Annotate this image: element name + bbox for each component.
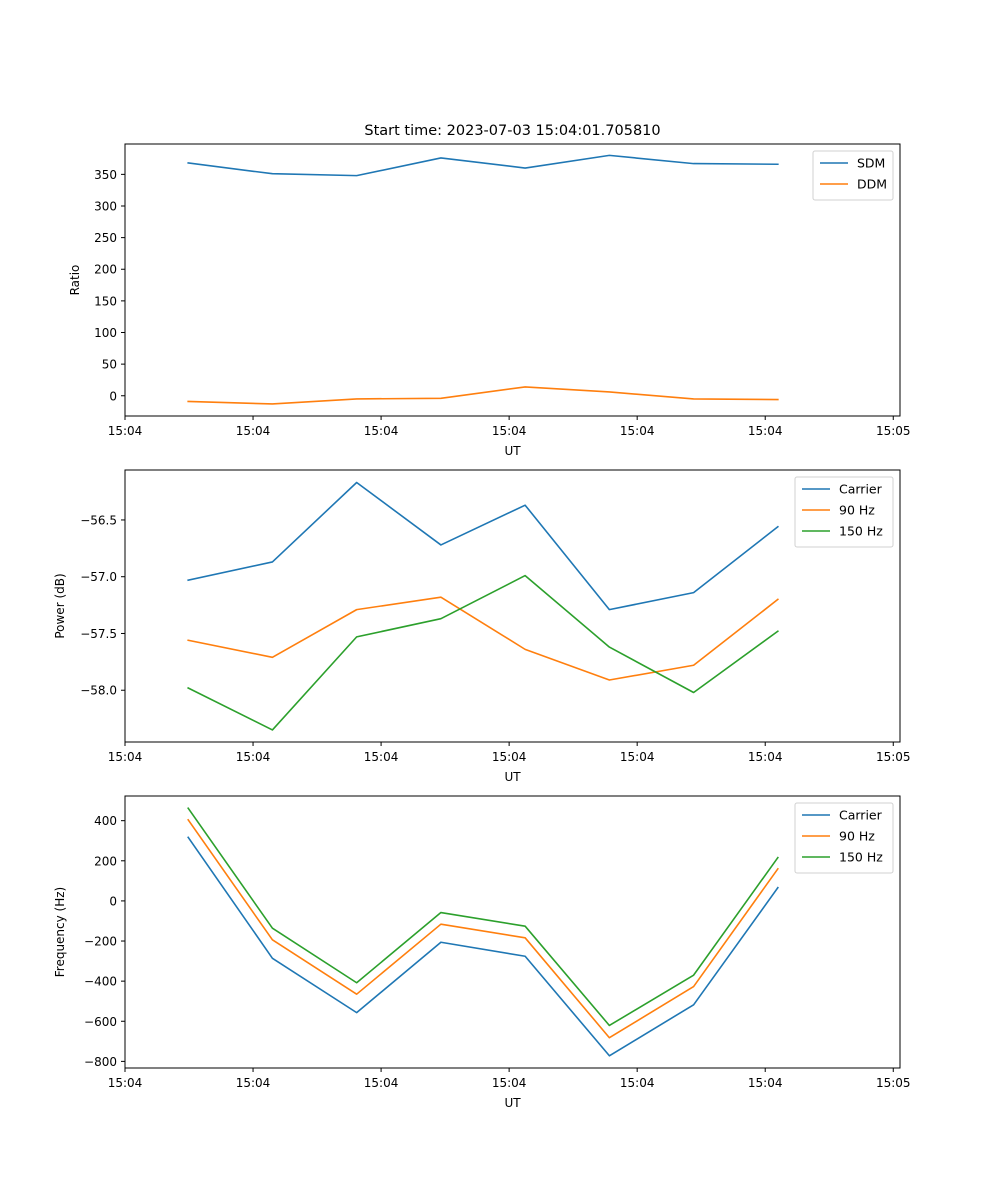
y-tick-label: 100	[94, 326, 117, 340]
x-tick-label: 15:04	[108, 1076, 143, 1090]
y-tick-label: −58.0	[80, 684, 117, 698]
x-axis-label: UT	[504, 1096, 521, 1110]
x-tick-label: 15:05	[876, 424, 911, 438]
y-tick-label: −57.0	[80, 570, 117, 584]
x-tick-label: 15:04	[492, 424, 527, 438]
y-tick-label: 350	[94, 168, 117, 182]
chart-panel-2: 15:04 15:04 15:04 15:04 15:04 15:04 15:05 −58.0…	[53, 469, 911, 784]
y-axis-label: Power (dB)	[53, 573, 67, 638]
x-tick-label: 15:04	[364, 424, 399, 438]
y-tick-label: −57.5	[80, 627, 117, 641]
chart-panel-3: 15:04 15:04 15:04 15:04 15:04 15:04 15:05 −800 −…	[53, 795, 911, 1110]
series-line-90-hz	[187, 596, 779, 681]
y-tick-label: −800	[84, 1055, 117, 1069]
legend-label-150-hz: 150 Hz	[839, 850, 883, 865]
y-tick-label: −400	[84, 975, 117, 989]
y-tick-label: 0	[109, 389, 117, 403]
y-tick-label: −600	[84, 1015, 117, 1029]
legend-box	[794, 476, 894, 548]
axes-frame	[124, 143, 901, 417]
y-tick-label: 0	[109, 894, 117, 908]
series-line-150-hz	[187, 574, 779, 731]
x-tick-label: 15:05	[876, 1076, 911, 1090]
x-tick-label: 15:05	[876, 750, 911, 764]
series-line-90-hz	[187, 818, 779, 1039]
y-tick-label: 50	[102, 358, 117, 372]
x-tick-label: 15:04	[620, 424, 655, 438]
axes-frame	[124, 469, 901, 743]
series-line-carrier	[187, 481, 779, 611]
x-tick-label: 15:04	[492, 1076, 527, 1090]
x-tick-label: 15:04	[492, 750, 527, 764]
legend-label-ddm: DDM	[857, 177, 887, 192]
legend: Carrier 90 Hz 150 Hz	[794, 802, 894, 874]
legend-label-carrier: Carrier	[839, 482, 883, 497]
y-tick-label: 250	[94, 231, 117, 245]
x-tick-label: 15:04	[748, 424, 783, 438]
legend-label-sdm: SDM	[857, 156, 885, 171]
x-tick-label: 15:04	[620, 1076, 655, 1090]
y-tick-label: 300	[94, 199, 117, 213]
x-tick-label: 15:04	[236, 424, 271, 438]
x-tick-label: 15:04	[364, 750, 399, 764]
chart-panel-1: 15:04 15:04 15:04 15:04 15:04 15:04 15:05 0 50 10…	[68, 143, 911, 458]
legend-label-150-hz: 150 Hz	[839, 524, 883, 539]
y-tick-label: −56.5	[80, 513, 117, 527]
legend: Carrier 90 Hz 150 Hz	[794, 476, 894, 548]
legend: SDM DDM	[812, 150, 894, 201]
x-tick-label: 15:04	[620, 750, 655, 764]
y-tick-label: 400	[94, 814, 117, 828]
y-tick-label: −200	[84, 935, 117, 949]
axes-frame	[124, 795, 901, 1069]
x-tick-label: 15:04	[108, 424, 143, 438]
y-axis-label: Ratio	[68, 265, 82, 296]
y-tick-label: 150	[94, 294, 117, 308]
legend-box	[794, 802, 894, 874]
y-axis-label: Frequency (Hz)	[53, 887, 67, 978]
y-tick-label: 200	[94, 854, 117, 868]
y-tick-label: 200	[94, 263, 117, 277]
x-tick-label: 15:04	[108, 750, 143, 764]
x-axis-label: UT	[504, 770, 521, 784]
series-line-sdm	[187, 154, 779, 177]
x-axis-label: UT	[504, 444, 521, 458]
x-tick-label: 15:04	[236, 750, 271, 764]
legend-label-carrier: Carrier	[839, 808, 883, 823]
legend-label-90-hz: 90 Hz	[839, 503, 875, 518]
series-line-ddm	[187, 386, 779, 405]
series-line-carrier	[187, 836, 779, 1057]
x-tick-label: 15:04	[748, 1076, 783, 1090]
x-tick-label: 15:04	[748, 750, 783, 764]
x-tick-label: 15:04	[236, 1076, 271, 1090]
figure-title: Start time: 2023-07-03 15:04:01.705810	[364, 123, 660, 139]
legend-label-90-hz: 90 Hz	[839, 829, 875, 844]
series-line-150-hz	[187, 807, 779, 1027]
x-tick-label: 15:04	[364, 1076, 399, 1090]
